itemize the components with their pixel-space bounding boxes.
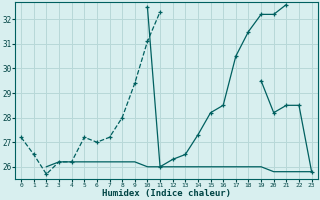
X-axis label: Humidex (Indice chaleur): Humidex (Indice chaleur) [102,189,231,198]
